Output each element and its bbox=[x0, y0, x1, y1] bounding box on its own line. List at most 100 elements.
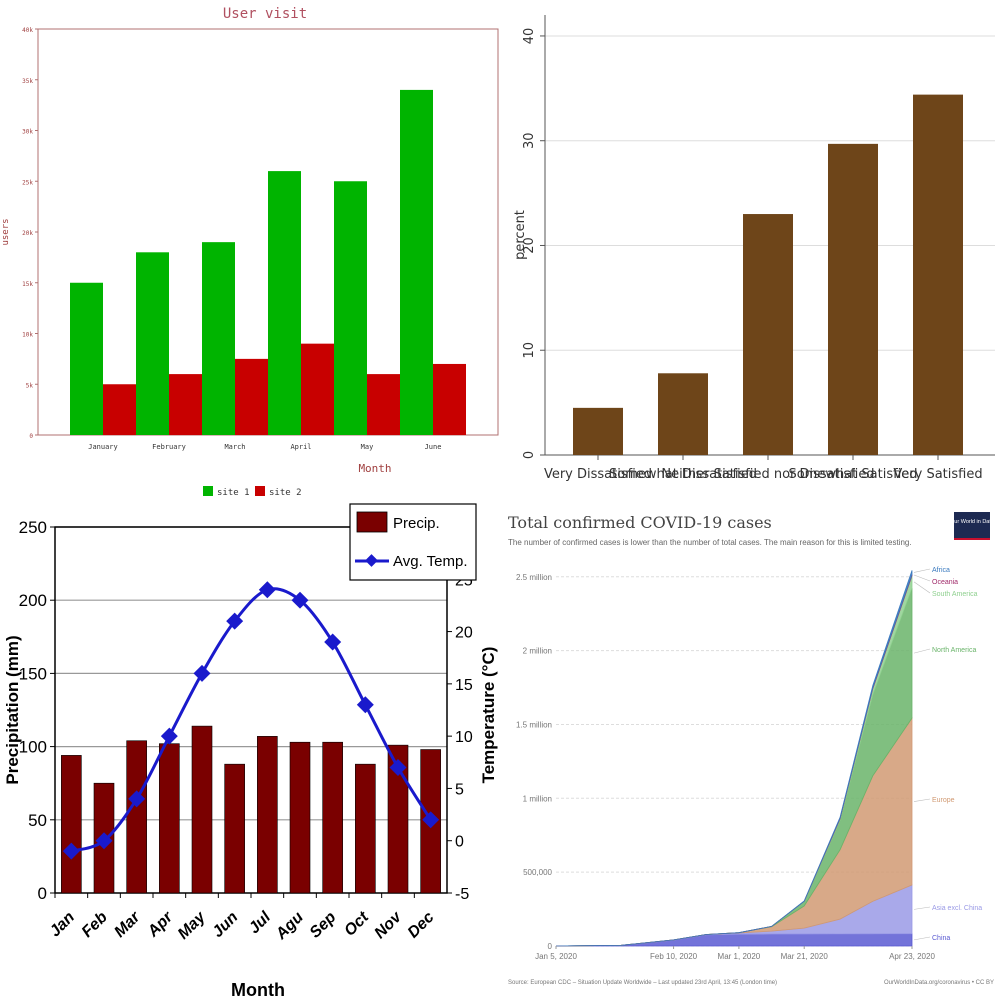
user-visit-ytick-label: 25k bbox=[22, 179, 33, 186]
area-africa bbox=[555, 570, 913, 947]
temp-point-mar bbox=[128, 790, 146, 808]
bar-site-1-may bbox=[334, 181, 367, 435]
satisfaction-ytick-label: 40 bbox=[522, 28, 537, 45]
bar-site-2-april bbox=[301, 343, 334, 435]
covid-title: Total confirmed COVID-19 cases bbox=[508, 513, 772, 532]
covid-legend-leader bbox=[913, 936, 931, 941]
covid-legend-leader bbox=[913, 798, 931, 802]
climate-xtick-label: Apr bbox=[144, 908, 177, 941]
climate-ytick-label: 150 bbox=[19, 664, 47, 683]
temp-point-jul bbox=[258, 581, 276, 599]
area-china bbox=[555, 933, 913, 947]
covid-ytick-label: 0 bbox=[548, 942, 553, 951]
bar-site-1-june bbox=[400, 89, 433, 436]
covid-legend-north-america: North America bbox=[932, 647, 976, 654]
user-visit-title: User visit bbox=[223, 6, 307, 22]
covid-url: OurWorldInData.org/coronavirus • CC BY bbox=[884, 980, 994, 986]
legend-swatch-precip bbox=[356, 511, 388, 533]
bar-site-2-may bbox=[367, 374, 400, 435]
legend-swatch-site-2 bbox=[255, 486, 265, 496]
bar-somewhat-satisfied bbox=[828, 143, 878, 455]
user-visit-ytick-label: 35k bbox=[22, 78, 33, 85]
covid-xtick-label: Jan 5, 2020 bbox=[535, 952, 577, 961]
climate-xtick-label: Nov bbox=[371, 908, 405, 942]
bar-site-1-march bbox=[202, 242, 235, 435]
covid-ytick-label: 500,000 bbox=[523, 868, 552, 877]
climate-y2tick-label: 20 bbox=[455, 625, 473, 642]
owid-logo-underline bbox=[954, 538, 990, 540]
satisfaction-xtick-label: Very Dissatisfied bbox=[544, 467, 652, 482]
temp-point-oct bbox=[356, 696, 374, 714]
bar-site-2-january bbox=[103, 384, 136, 435]
owid-logo-text: Our World in Data bbox=[950, 519, 995, 525]
climate-xtick-label: Dec bbox=[405, 909, 438, 942]
covid-xtick-label: Mar 1, 2020 bbox=[718, 952, 761, 961]
covid-legend-europe: Europe bbox=[932, 797, 955, 804]
covid-ytick-label: 2.5 million bbox=[516, 573, 552, 582]
user-visit-legend: site 1 site 2 bbox=[203, 486, 302, 498]
covid-source: Source: European CDC – Situation Update … bbox=[508, 980, 777, 986]
covid-xtick-label: Mar 21, 2020 bbox=[781, 952, 829, 961]
climate-y2tick-label: 15 bbox=[455, 677, 473, 694]
climate-y2tick-label: -5 bbox=[455, 886, 469, 903]
satisfaction-xtick-label: Somewhat Satisfied bbox=[788, 467, 917, 482]
climate-legend-box bbox=[349, 503, 477, 581]
satisfaction-ytick-label: 30 bbox=[522, 132, 537, 149]
covid-legend-leader bbox=[913, 581, 931, 594]
temp-point-jan bbox=[62, 842, 80, 860]
covid-chart: Total confirmed COVID-19 cases The numbe… bbox=[500, 500, 1000, 1000]
satisfaction-xtick-label: Very Satisfied bbox=[893, 467, 982, 482]
covid-legend-africa: Africa bbox=[932, 567, 950, 574]
satisfaction-ytick-label: 0 bbox=[522, 451, 537, 459]
user-visit-ytick-label: 10k bbox=[22, 332, 33, 339]
bar-precip-nov bbox=[387, 744, 409, 894]
bar-site-1-february bbox=[136, 252, 169, 435]
climate-ytick-label: 250 bbox=[19, 518, 47, 537]
covid-xtick-label: Apr 23, 2020 bbox=[889, 952, 935, 961]
user-visit-ytick-label: 40k bbox=[22, 27, 33, 34]
temp-line bbox=[70, 587, 432, 853]
covid-legend-leader bbox=[913, 906, 931, 910]
bar-site-1-april bbox=[268, 171, 301, 435]
climate-ylabel-right: Temperature (°C) bbox=[479, 647, 498, 784]
user-visit-xtick-label: May bbox=[361, 443, 374, 451]
bar-precip-agu bbox=[289, 741, 311, 894]
satisfaction-ytick-label: 20 bbox=[522, 237, 537, 254]
satisfaction-ylabel: percent bbox=[513, 210, 528, 260]
satisfaction-xtick-label: Somewhat Dissatisfied bbox=[609, 467, 757, 482]
covid-legend-south-america: South America bbox=[932, 591, 978, 598]
temp-point-nov bbox=[389, 759, 407, 776]
covid-legend-leader bbox=[913, 574, 931, 582]
climate-ytick-label: 100 bbox=[19, 738, 47, 757]
user-visit-xtick-label: January bbox=[88, 443, 118, 451]
legend-label-precip: Precip. bbox=[393, 515, 440, 532]
covid-chart-svg: Total confirmed COVID-19 cases The numbe… bbox=[508, 512, 995, 986]
bar-very-satisfied bbox=[913, 94, 963, 455]
user-visit-xtick-label: March bbox=[224, 443, 245, 451]
covid-ytick-label: 1.5 million bbox=[516, 720, 552, 729]
bar-site-2-february bbox=[169, 374, 202, 435]
user-visit-ytick-label: 30k bbox=[22, 129, 33, 136]
bar-precip-mar bbox=[126, 740, 147, 894]
climate-xtick-label: Oct bbox=[341, 908, 372, 939]
bar-precip-sep bbox=[322, 741, 343, 894]
user-visit-chart: User visit 0 5k 10k 15k 20k 25k 30k 35k 40k Janu… bbox=[0, 0, 500, 500]
bar-precip-oct bbox=[355, 763, 376, 894]
user-visit-ytick-label: 15k bbox=[22, 281, 33, 288]
covid-legend-asia-excl-china: Asia excl. China bbox=[932, 905, 982, 912]
legend-swatch-site-1 bbox=[203, 486, 213, 496]
temp-point-apr bbox=[160, 727, 178, 745]
bar-precip-apr bbox=[159, 743, 180, 894]
covid-legend-leader bbox=[913, 648, 931, 654]
covid-xtick-label: Feb 10, 2020 bbox=[650, 952, 698, 961]
climate-ytick-label: 200 bbox=[19, 591, 47, 610]
user-visit-ytick-label: 5k bbox=[26, 382, 34, 389]
user-visit-xtick-label: June bbox=[425, 443, 442, 451]
user-visit-ytick-label: 20k bbox=[22, 230, 33, 237]
climate-chart: 0 50 100 150 200 250 -5 0 5 10 15 20 25 Jan Feb Mar Apr… bbox=[0, 500, 500, 1000]
covid-legend-leader bbox=[913, 568, 931, 573]
climate-xlabel: Month bbox=[231, 980, 285, 1000]
bar-site-1-january bbox=[70, 282, 103, 435]
